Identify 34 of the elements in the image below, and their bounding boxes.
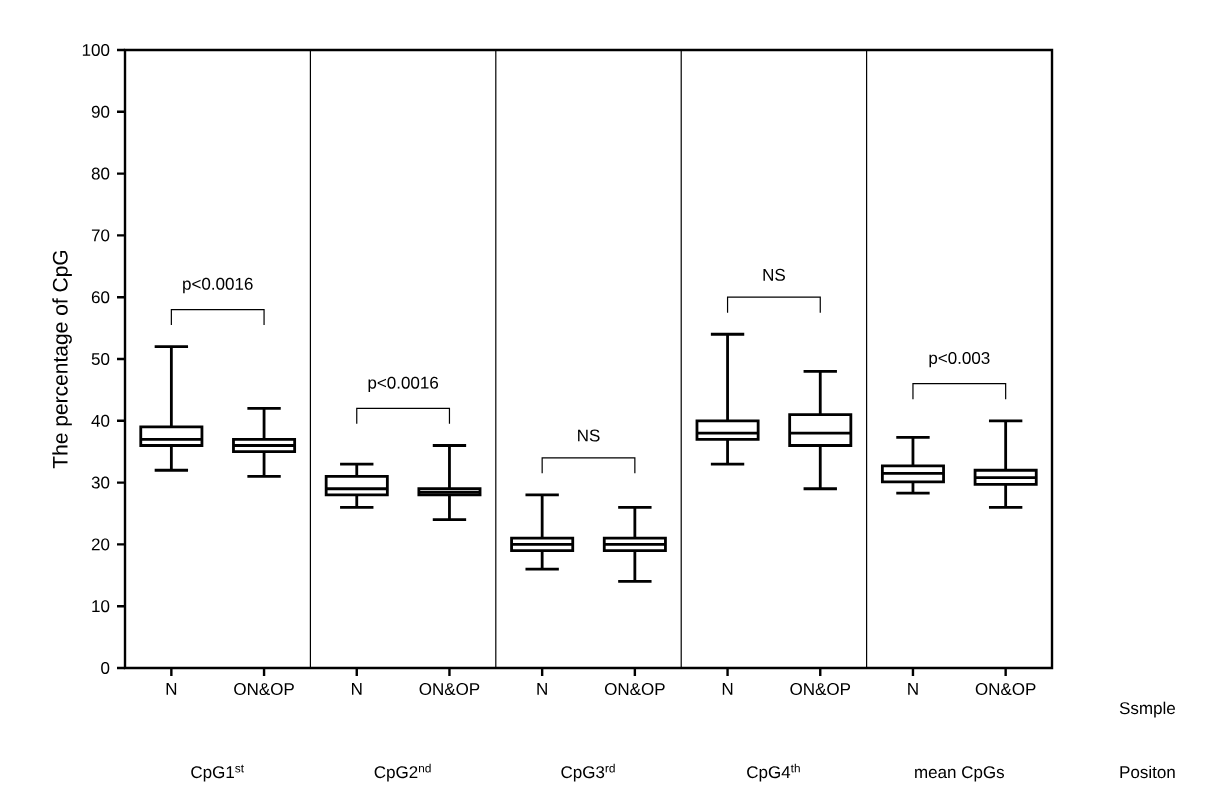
y-tick-label: 20 — [91, 538, 110, 551]
y-tick-label: 90 — [91, 105, 110, 118]
text: CpG2$^{nd}$ — [374, 763, 431, 782]
text: Ssmple — [1119, 701, 1175, 718]
y-tick-label: 60 — [91, 291, 110, 304]
annotation: p<0.003 — [929, 351, 990, 368]
y-tick-label: 40 — [91, 414, 110, 427]
y-tick-label: 0 — [101, 661, 110, 674]
y-tick-label: 10 — [92, 600, 110, 613]
x-tick-label: ON&OP — [790, 683, 851, 696]
y-tick-label: 50 — [91, 352, 110, 365]
text: CpG4$^{th}$ — [747, 763, 800, 782]
y-tick-label: 30 — [91, 476, 110, 489]
annotation: p<0.0016 — [368, 376, 439, 393]
y-tick-label: 80 — [91, 167, 110, 180]
y-axis-title: The percentage of CpG — [52, 250, 72, 469]
x-tick-label: N — [722, 683, 733, 695]
x-tick-label: N — [352, 683, 362, 695]
x-tick-label: ON&OP — [604, 683, 665, 696]
text: CpG3$^{rd}$ — [561, 763, 615, 782]
x-tick-label: ON&OP — [234, 683, 294, 696]
x-tick-label: ON&OP — [975, 683, 1036, 696]
annotation: NS — [578, 429, 600, 442]
text: CpG1$^{st}$ — [191, 764, 244, 782]
annotation: NS — [763, 268, 785, 281]
x-tick-label: N — [166, 683, 177, 695]
y-tick-label: 70 — [91, 229, 110, 242]
x-tick-label: N — [537, 683, 547, 695]
text: Positon — [1120, 765, 1175, 779]
annotation: p<0.0016 — [183, 277, 253, 294]
y-tick-label: 100 — [82, 43, 110, 56]
text: mean CpGs — [915, 766, 1005, 782]
x-tick-label: N — [908, 683, 918, 695]
x-tick-label: ON&OP — [419, 683, 480, 696]
